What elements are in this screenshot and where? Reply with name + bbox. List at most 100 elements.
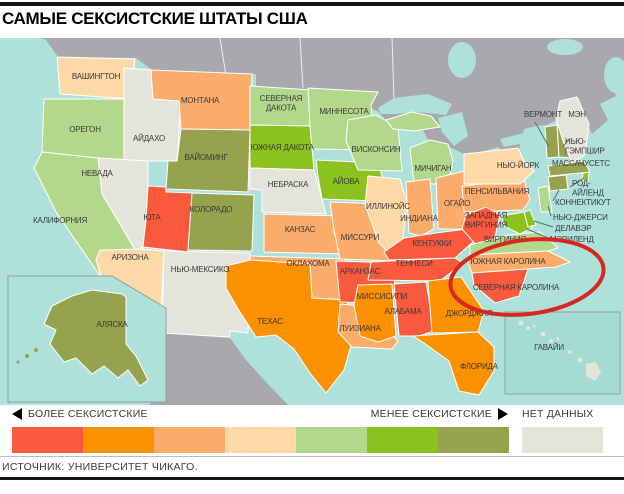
state-shape-al bbox=[393, 281, 435, 337]
hawaii-island bbox=[577, 357, 583, 363]
state-label-md: МЭРИЛЕНД bbox=[550, 235, 594, 244]
st-lawrence-water bbox=[547, 39, 583, 55]
state-label-vt: ВЕРМОНТ bbox=[524, 110, 562, 119]
atlantic-inlet bbox=[604, 57, 624, 93]
leader-vermont bbox=[534, 121, 550, 148]
legend-no-data-swatch bbox=[522, 427, 603, 453]
legend-scale-segment-6 bbox=[367, 427, 438, 453]
state-shape-co bbox=[187, 192, 255, 252]
state-shape-ms bbox=[353, 283, 397, 343]
state-shape-ks bbox=[263, 213, 345, 255]
state-shape-ga bbox=[427, 276, 485, 334]
legend-scale-segment-5 bbox=[296, 427, 367, 453]
canada-border-line bbox=[391, 38, 395, 101]
state-shape-ak bbox=[43, 289, 149, 387]
hawaii-big-island bbox=[586, 362, 601, 381]
state-label-pa: ПЕНСИЛЬВАНИЯ bbox=[465, 187, 530, 196]
leader-delaware bbox=[533, 220, 554, 228]
state-label-ok: ОКЛАХОМА bbox=[286, 259, 330, 268]
hawaii-island bbox=[532, 324, 536, 328]
state-label-sd: ЮЖНАЯ ДАКОТА bbox=[250, 143, 314, 152]
state-label-wi: ВИСКОНСИН bbox=[352, 145, 401, 154]
state-label-nc: ЮЖНАЯ КАРОЛИНА bbox=[470, 257, 546, 266]
aleutian-island bbox=[34, 348, 38, 352]
legend-scale-segment-2 bbox=[83, 427, 154, 453]
state-label-oh: ОГАЙО bbox=[444, 199, 470, 208]
state-label-ar: АРКАНЗАС bbox=[340, 267, 381, 276]
legend-more-sexist: БОЛЕЕ СЕКСИСТСКИЕ bbox=[12, 408, 148, 420]
state-shape-md bbox=[501, 211, 533, 235]
arrow-right-icon bbox=[498, 408, 508, 420]
arrow-left-icon bbox=[12, 408, 22, 420]
state-label-ks: КАНЗАС bbox=[285, 225, 316, 234]
mexico-area bbox=[150, 300, 288, 405]
state-label-al: АЛАБАМА bbox=[384, 307, 422, 316]
state-label-tn: ТЕННЕСИ bbox=[395, 259, 433, 268]
legend-scale-segment-1 bbox=[12, 427, 83, 453]
hawaii-island bbox=[549, 339, 553, 343]
hawaii-island bbox=[568, 350, 572, 354]
state-shape-sc bbox=[471, 268, 529, 304]
leader-new-hampshire bbox=[562, 138, 570, 148]
state-label-ia: АЙОВА bbox=[333, 177, 361, 186]
state-shape-wi bbox=[345, 114, 403, 172]
aleutian-island bbox=[16, 360, 20, 364]
leader-maryland bbox=[526, 228, 549, 239]
state-shape-fl bbox=[412, 331, 495, 396]
state-label-tx: ТЕХАС bbox=[257, 317, 283, 326]
state-label-fl: ФЛОРИДА bbox=[460, 362, 499, 371]
state-label-in: ИНДИАНА bbox=[400, 214, 439, 223]
canada-border-line bbox=[299, 38, 304, 89]
state-label-wa: ВАШИНГТОН bbox=[72, 72, 121, 81]
state-shape-tn bbox=[367, 257, 464, 282]
state-label-hi: ГАВАЙИ bbox=[534, 343, 564, 352]
state-shape-in bbox=[405, 178, 435, 237]
state-label-ut: ЮТА bbox=[144, 213, 162, 222]
label-leader-lines bbox=[526, 121, 585, 239]
state-label-ne: НЕБРАСКА bbox=[268, 180, 309, 189]
hawaii-inset bbox=[504, 311, 621, 395]
legend-scale-segment-3 bbox=[154, 427, 225, 453]
state-labels: ВАШИНГТОН ОРЕГОН КАЛИФОРНИЯ НЕВАДА АЙДАХО МОН… bbox=[33, 72, 611, 371]
lake-huron bbox=[438, 112, 468, 146]
hawaii-island bbox=[518, 320, 524, 326]
legend-scale-segment-7 bbox=[438, 427, 509, 453]
state-label-ak: АЛЯСКА bbox=[96, 320, 128, 329]
state-label-nm: НЬЮ-МЕКСИКО bbox=[171, 265, 229, 274]
legend-less-label: МЕНЕЕ СЕКСИСТСКИЕ bbox=[370, 408, 492, 420]
state-label-ca: КАЛИФОРНИЯ bbox=[33, 216, 88, 225]
lake-ontario bbox=[500, 133, 530, 147]
state-label-mt: МОНТАНА bbox=[181, 96, 220, 105]
state-shape-ct bbox=[547, 174, 569, 192]
hawaii-island bbox=[556, 337, 560, 341]
aleutian-island bbox=[25, 354, 29, 358]
legend-scale-segment-4 bbox=[225, 427, 296, 453]
lake-superior bbox=[378, 94, 452, 115]
state-label-il: ИЛЛИНОЙС bbox=[366, 202, 410, 211]
state-label-ct: КОННЕКТИКУТ bbox=[555, 198, 611, 207]
source-credit: ИСТОЧНИК: УНИВЕРСИТЕТ ЧИКАГО. bbox=[2, 461, 198, 473]
hawaii-inset-box bbox=[504, 311, 621, 395]
state-shape-tx bbox=[225, 259, 353, 394]
hawaii-island bbox=[540, 331, 546, 337]
state-label-ny: НЬЮ-ЙОРК bbox=[497, 161, 540, 170]
state-label-wy: ВАЙОМИНГ bbox=[184, 153, 228, 162]
state-label-mn: МИННЕСОТА bbox=[319, 107, 369, 116]
state-shape-mi-upper bbox=[385, 111, 441, 132]
state-label-wv: ЗАПАДНАЯ ВИРГИНИЯ bbox=[465, 211, 508, 230]
state-label-or: ОРЕГОН bbox=[69, 125, 101, 134]
state-label-nd: СЕВЕРНАЯ ДАКОТА bbox=[260, 94, 303, 113]
state-label-nh: НЬЮ-ГЭМПШИР bbox=[565, 137, 605, 156]
state-shape-nc bbox=[467, 250, 571, 274]
legend-color-scale bbox=[12, 427, 509, 453]
state-label-ms: МИССИСИПИ bbox=[357, 292, 408, 301]
page-title: САМЫЕ СЕКСИСТСКИЕ ШТАТЫ США bbox=[2, 9, 308, 28]
us-choropleth-map: ВАШИНГТОН ОРЕГОН КАЛИФОРНИЯ НЕВАДА АЙДАХО МОН… bbox=[0, 38, 624, 405]
canada-area bbox=[40, 38, 624, 155]
state-label-ky: КЕНТУККИ bbox=[412, 239, 452, 248]
legend-less-sexist: МЕНЕЕ СЕКСИСТСКИЕ bbox=[371, 408, 508, 420]
state-label-la: ЛУИЗИАНА bbox=[339, 324, 381, 333]
bottom-rule bbox=[0, 477, 624, 480]
leader-new-jersey bbox=[547, 205, 552, 217]
state-label-sc: СЕВЕРНАЯ КАРОЛИНА bbox=[473, 283, 560, 292]
